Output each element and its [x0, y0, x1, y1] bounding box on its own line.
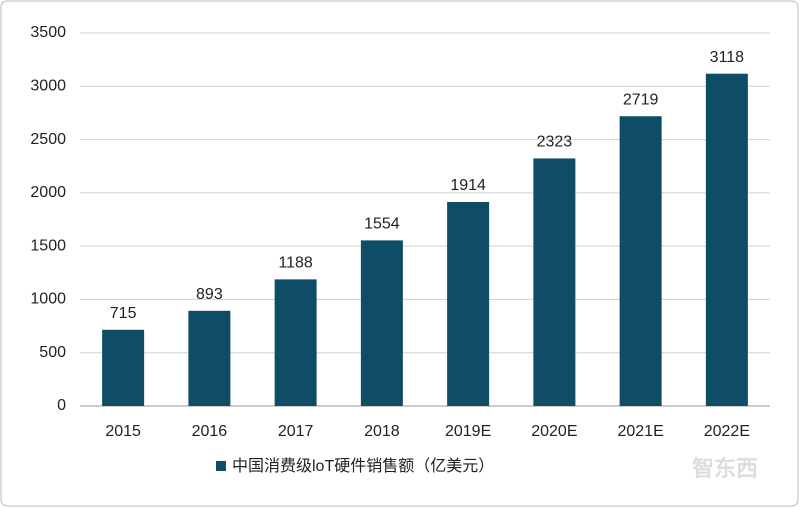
y-tick-label: 3500 [30, 24, 66, 41]
y-tick-label: 2500 [30, 131, 66, 148]
y-tick-label: 1000 [30, 291, 66, 308]
x-tick-label: 2020E [531, 423, 577, 440]
bar [102, 329, 145, 406]
y-tick-label: 500 [39, 344, 66, 361]
bar [705, 73, 748, 406]
x-tick-label: 2019E [445, 423, 491, 440]
value-label: 2719 [623, 91, 659, 108]
value-label: 1914 [450, 177, 486, 194]
y-tick-label: 1500 [30, 237, 66, 254]
value-label: 1188 [278, 255, 313, 272]
x-tick-label: 2016 [192, 423, 228, 440]
x-tick-label: 2021E [617, 423, 663, 440]
value-label: 1554 [364, 216, 400, 233]
x-tick-label: 2017 [278, 423, 314, 440]
bar [533, 158, 576, 406]
x-tick-label: 2018 [364, 423, 400, 440]
x-tick-label: 2015 [105, 423, 141, 440]
y-tick-label: 3000 [30, 78, 66, 95]
watermark: 智东西 [692, 456, 758, 481]
bar [188, 310, 231, 406]
y-tick-label: 2000 [30, 184, 66, 201]
legend-swatch [216, 461, 226, 471]
x-tick-label: 2022E [704, 423, 750, 440]
value-label: 893 [196, 286, 223, 303]
bar [360, 240, 403, 406]
bar [447, 202, 490, 406]
value-label: 2323 [537, 134, 573, 151]
legend-label: 中国消费级loT硬件销售额（亿美元） [232, 457, 494, 475]
value-label: 3118 [710, 49, 745, 66]
bar [274, 279, 317, 406]
bar [619, 116, 662, 406]
y-tick-label: 0 [57, 397, 66, 414]
value-label: 715 [110, 305, 137, 322]
